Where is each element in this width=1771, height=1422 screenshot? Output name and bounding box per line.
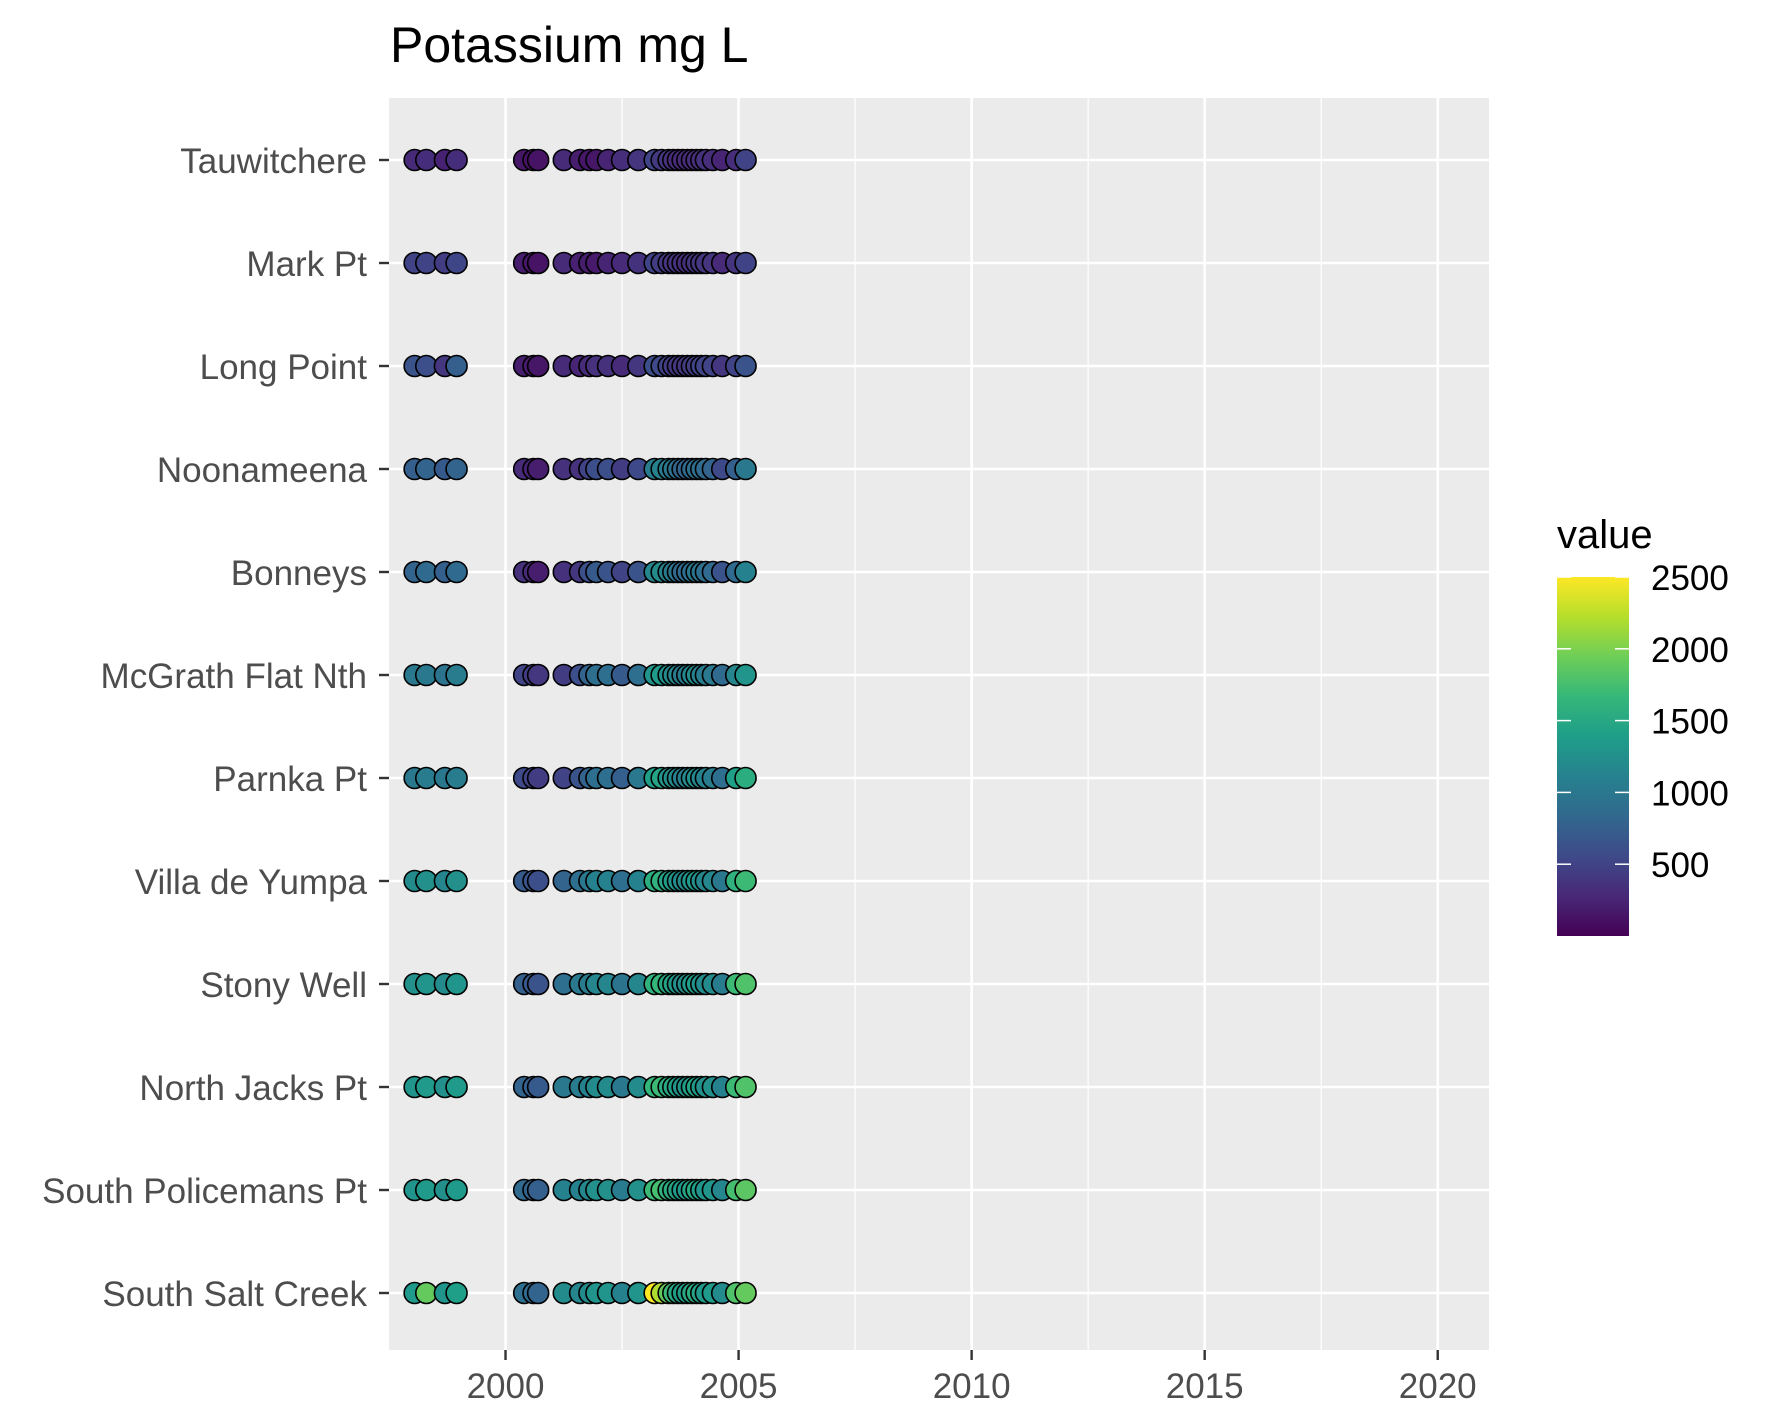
x-tick-label: 2000 [467, 1367, 545, 1406]
legend-ticks: 500 1000 1500 2000 2500 [1557, 559, 1729, 885]
data-point [526, 1281, 550, 1305]
data-point [445, 1281, 468, 1305]
y-tick-label: Bonneys [231, 554, 367, 593]
data-point [445, 663, 468, 687]
x-tick-label: 2010 [933, 1367, 1011, 1406]
legend-tick-label: 2500 [1651, 559, 1729, 598]
grid-minor-lines [621, 98, 1322, 1350]
data-points [403, 148, 757, 1305]
y-tick-label: Noonameena [157, 451, 368, 490]
x-tick-label: 2005 [700, 1367, 778, 1406]
data-point [734, 354, 757, 378]
data-point [445, 457, 468, 481]
y-tick-label: Long Point [200, 348, 368, 387]
data-point [734, 560, 757, 584]
y-tick-label: Tauwitchere [180, 142, 367, 181]
legend-tick-label: 1500 [1651, 703, 1729, 742]
data-point [445, 251, 468, 275]
y-tick-label: Stony Well [200, 966, 367, 1005]
x-tick-label: 2015 [1166, 1367, 1244, 1406]
data-point [445, 1075, 468, 1099]
data-point [526, 1178, 550, 1202]
x-tick-label: 2020 [1399, 1367, 1477, 1406]
data-point [445, 1178, 468, 1202]
data-point [526, 766, 550, 790]
data-point [526, 663, 550, 687]
colorbar [1557, 577, 1629, 936]
data-point [734, 1281, 757, 1305]
data-point [734, 251, 757, 275]
data-point [734, 457, 757, 481]
data-point [734, 766, 757, 790]
y-tick-label: South Policemans Pt [42, 1172, 367, 1211]
data-point [734, 972, 757, 996]
y-tick-label: Parnka Pt [213, 760, 367, 799]
data-point [445, 354, 468, 378]
data-point [526, 869, 550, 893]
data-point [526, 457, 550, 481]
data-point [445, 560, 468, 584]
data-point [526, 354, 550, 378]
data-point [734, 148, 757, 172]
x-axis: 2000 2005 2010 2015 2020 [467, 1350, 1477, 1406]
data-point [526, 148, 550, 172]
y-tick-label: South Salt Creek [102, 1275, 367, 1314]
chart-title: Potassium mg L [390, 17, 748, 73]
data-point [734, 663, 757, 687]
legend-tick-label: 500 [1651, 846, 1709, 885]
plot-panel [389, 98, 1489, 1350]
data-point [734, 1178, 757, 1202]
y-tick-label: Villa de Yumpa [135, 863, 368, 902]
y-tick-label: North Jacks Pt [139, 1069, 367, 1108]
data-point [445, 766, 468, 790]
data-point [734, 869, 757, 893]
data-point [734, 1075, 757, 1099]
y-tick-label: Mark Pt [246, 245, 367, 284]
data-point [445, 148, 468, 172]
y-axis: Tauwitchere Mark Pt Long Point Noonameena Bo… [42, 142, 389, 1314]
data-point [445, 972, 468, 996]
legend-tick-label: 1000 [1651, 774, 1729, 813]
data-point [526, 251, 550, 275]
data-point [526, 560, 550, 584]
data-point [445, 869, 468, 893]
data-point [526, 1075, 550, 1099]
y-tick-label: McGrath Flat Nth [101, 657, 367, 696]
data-point [526, 972, 550, 996]
legend-title: value [1557, 513, 1653, 557]
legend: value 500 1000 1500 2000 2500 [1557, 513, 1729, 936]
legend-tick-label: 2000 [1651, 631, 1729, 670]
